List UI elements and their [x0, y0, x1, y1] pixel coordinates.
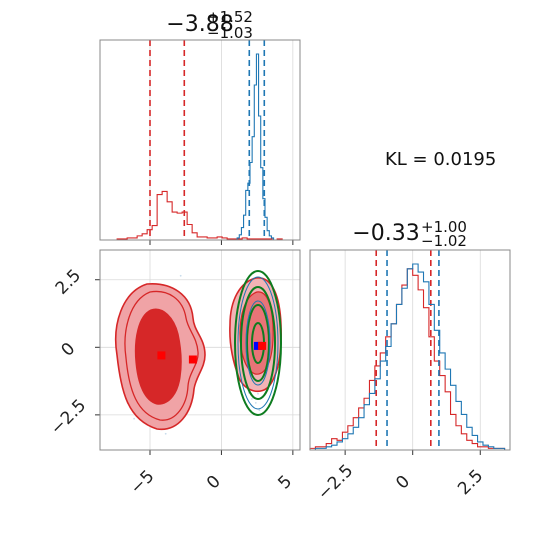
panel-frame [99, 249, 301, 451]
bottom-right-title-sup: +1.00 [421, 218, 467, 236]
red-histogram-line [116, 190, 288, 241]
top-left-title: −3.88 [166, 12, 233, 37]
sample-point [133, 417, 136, 420]
sample-point [164, 432, 167, 435]
blue-contour-inner [245, 300, 271, 386]
y-tick-label: 2.5 [52, 266, 85, 299]
bottom-right-title-value: −0.33 [352, 221, 419, 246]
x-tick-label: −2.5 [314, 461, 357, 504]
top-left-title-value: −3.88 [166, 12, 233, 37]
blue-histogram-line [236, 53, 275, 240]
blue-histogram-line [314, 263, 506, 450]
bottom-right-histogram: −2.5 0 2.5 [309, 249, 511, 504]
x-tick-label: 2.5 [454, 466, 487, 499]
panel-frame [99, 39, 301, 241]
sample-point [179, 274, 182, 277]
sample-point [257, 392, 259, 395]
bottom-right-title-sub: −1.02 [421, 232, 467, 250]
panel-frame [309, 249, 511, 451]
red-contour-95 [124, 290, 199, 421]
blue-marker [253, 341, 262, 350]
green-contour-68 [246, 304, 270, 382]
red-marker [157, 351, 166, 360]
green-contour-86 [240, 286, 276, 400]
x-tick-label: 0 [203, 472, 225, 494]
y-tick-label: 0 [58, 339, 80, 361]
blue-contours [237, 276, 279, 410]
x-tick-label: 5 [274, 472, 296, 494]
top-left-histogram [99, 39, 301, 245]
sample-point [251, 398, 253, 400]
bottom-left-contour-plot: −5 0 5 2.5 0 −2.5 [47, 249, 301, 499]
red-marker [188, 355, 197, 364]
bottom-right-title: −0.33 [352, 221, 419, 246]
sample-point [258, 409, 261, 412]
blue-contour-outer [237, 276, 279, 410]
sample-point [254, 402, 257, 404]
y-tick-label: −2.5 [47, 396, 90, 439]
green-contour-95 [234, 270, 282, 416]
top-left-title-sup: +1.52 [207, 8, 253, 26]
kl-annotation: KL = 0.0195 [385, 149, 496, 170]
top-left-title-sub: −1.03 [207, 24, 253, 42]
x-tick-label: −5 [127, 467, 159, 499]
x-tick-label: 0 [392, 472, 414, 494]
red-marker [258, 341, 267, 350]
green-contours [234, 270, 282, 416]
